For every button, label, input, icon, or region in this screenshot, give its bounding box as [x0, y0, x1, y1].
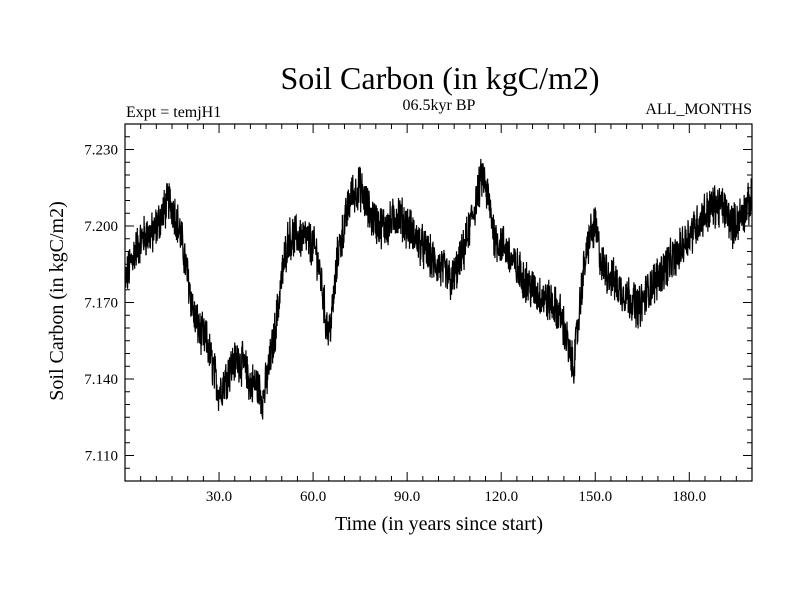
experiment-label: Expt = temjH1: [126, 104, 221, 121]
axis-ticks: 30.0 60.0 90.0 120.0 150.0 180.0 7.110 7.140 7.1…: [84, 123, 752, 505]
plot-frame: [124, 123, 753, 482]
y-tick-label: 7.230: [84, 143, 118, 159]
x-tick-label: 90.0: [394, 489, 420, 505]
period-label: 06.5kyr BP: [403, 97, 476, 114]
y-tick-label: 7.110: [85, 449, 118, 465]
y-tick-label: 7.200: [84, 219, 118, 235]
y-tick-label: 7.170: [84, 296, 118, 312]
series-line-soil-carbon: [124, 158, 753, 420]
chart-title: Soil Carbon (in kgC/m2): [280, 60, 599, 96]
x-tick-label: 180.0: [672, 489, 706, 505]
x-axis-label: Time (in years since start): [335, 513, 543, 535]
x-tick-label: 60.0: [300, 489, 326, 505]
y-tick-label: 7.140: [84, 372, 118, 388]
x-tick-label: 30.0: [206, 489, 232, 505]
x-tick-label: 150.0: [578, 489, 612, 505]
x-tick-label: 120.0: [484, 489, 518, 505]
months-label: ALL_MONTHS: [645, 101, 752, 118]
y-axis-label: Soil Carbon (in kgC/m2): [46, 201, 68, 400]
plot-area: [124, 158, 753, 420]
